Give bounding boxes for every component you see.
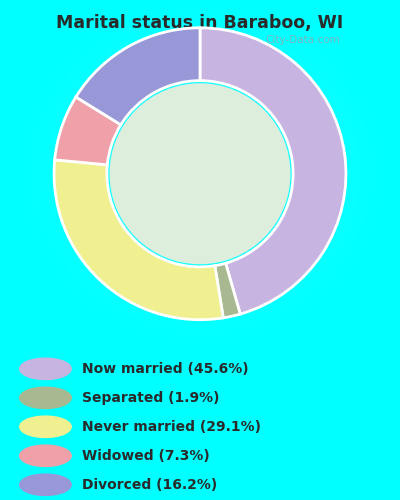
Text: Marital status in Baraboo, WI: Marital status in Baraboo, WI [56,14,344,32]
Circle shape [20,445,71,466]
Circle shape [110,84,290,264]
Text: Now married (45.6%): Now married (45.6%) [82,362,249,376]
Text: Divorced (16.2%): Divorced (16.2%) [82,478,218,492]
Wedge shape [200,28,346,314]
Text: Widowed (7.3%): Widowed (7.3%) [82,449,210,463]
Text: Never married (29.1%): Never married (29.1%) [82,420,261,434]
Text: City-Data.com: City-Data.com [266,35,340,45]
Wedge shape [215,264,240,318]
Wedge shape [76,28,200,125]
Text: Separated (1.9%): Separated (1.9%) [82,391,220,405]
Wedge shape [54,160,223,320]
Circle shape [20,387,71,408]
Circle shape [20,358,71,380]
Circle shape [20,416,71,438]
Wedge shape [55,97,121,165]
Circle shape [20,474,71,496]
